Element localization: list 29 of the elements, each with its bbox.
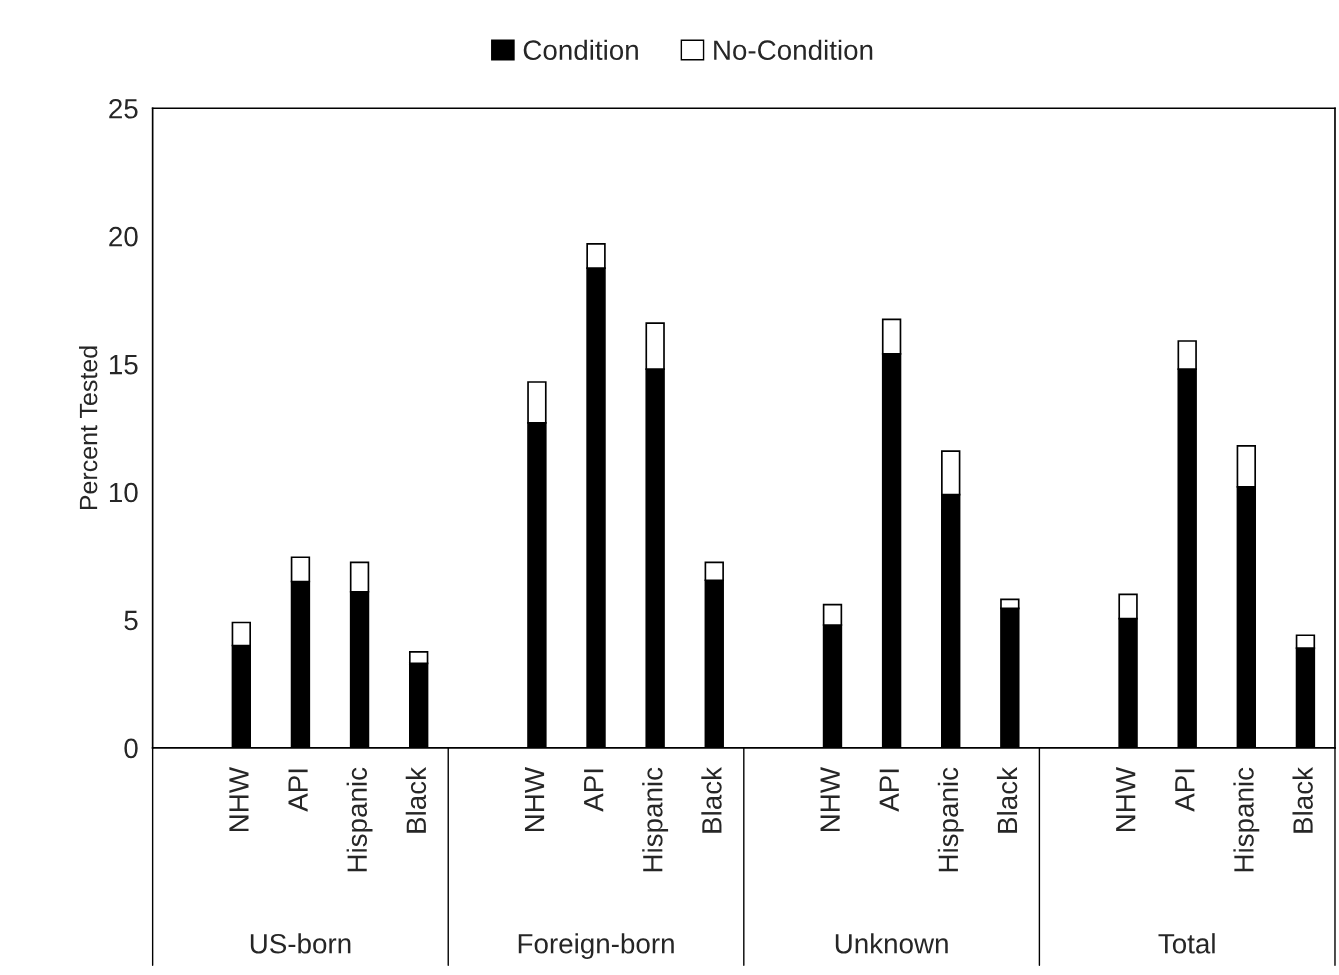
x-tick-label: API (288, 769, 308, 812)
y-tick-label: 20 (109, 226, 138, 247)
x-tick-label: API (1175, 769, 1195, 812)
legend-label: Condition (523, 39, 638, 61)
text: Foreign-born (518, 933, 674, 960)
x-tick-label: Black (405, 766, 427, 833)
x-tick-label: Hispanic (937, 767, 964, 872)
y-tick-label: 0 (124, 738, 138, 759)
x-tick-label: NHW (820, 767, 840, 832)
x-tick-label: Black (996, 766, 1018, 833)
text: Total (1158, 933, 1215, 954)
x-tick-label: NHW (229, 767, 249, 832)
text: US-born (250, 933, 351, 954)
x-tick-label: NHW (524, 767, 545, 832)
x-tick-label: Black (1292, 766, 1313, 833)
y-tick-label: 10 (109, 482, 138, 503)
x-tick-label: Hispanic (642, 767, 669, 872)
y-tick-label: 5 (124, 610, 138, 631)
y-tick-label: 15 (109, 355, 138, 375)
x-tick-label: NHW (1116, 767, 1136, 832)
y-axis-title: Percent Tested (79, 346, 98, 510)
x-tick-label: Hispanic (1233, 767, 1260, 872)
y-tick-label: 25 (109, 98, 138, 119)
x-tick-label: API (584, 769, 604, 812)
legend-label: No-Condition (714, 39, 873, 61)
x-tick-label: API (879, 769, 899, 812)
x-tick-label: Black (701, 766, 722, 833)
x-tick-label: Hispanic (346, 767, 373, 872)
text: Unknown (835, 933, 948, 954)
